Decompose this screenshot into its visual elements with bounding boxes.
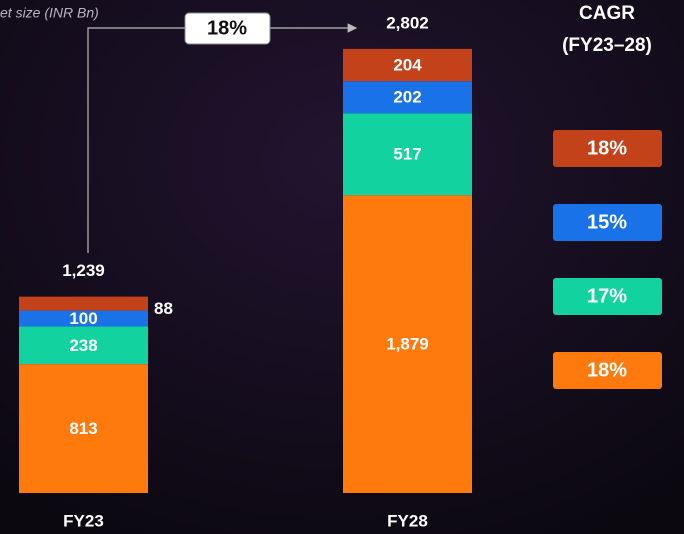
cagr-pill (553, 130, 662, 167)
data-label: 813 (69, 419, 97, 438)
data-label: 238 (69, 336, 97, 355)
total-label: 1,239 (62, 261, 105, 280)
growth-box (184, 12, 271, 45)
bar-segment (343, 113, 472, 196)
bar-segment (19, 326, 148, 365)
cagr-label: 18% (587, 137, 627, 159)
growth-line (87, 27, 185, 253)
cagr-label: 17% (587, 285, 627, 307)
bar-segment (19, 310, 148, 327)
cagr-pill (553, 278, 662, 315)
bar-segment (343, 81, 472, 114)
chart-title: et size (INR Bn) (0, 5, 99, 21)
cagr-label: 15% (587, 211, 627, 233)
growth-label: 18% (207, 17, 247, 39)
data-label: 1,879 (386, 335, 429, 354)
bar-segment (19, 296, 148, 311)
cagr-title: CAGR (579, 3, 635, 24)
cagr-title: (FY23–28) (562, 35, 652, 56)
data-label: 100 (69, 309, 97, 328)
data-label: 204 (393, 56, 422, 75)
data-label: 88 (154, 299, 173, 318)
bar-segment (343, 195, 472, 493)
cagr-label: 18% (587, 359, 627, 381)
data-label: 202 (393, 88, 421, 107)
bar-segment (343, 48, 472, 82)
bar-segment (19, 364, 148, 493)
cagr-pill (553, 352, 662, 389)
x-tick-label: FY23 (63, 511, 104, 530)
data-label: 517 (393, 145, 421, 164)
cagr-pill (553, 204, 662, 241)
x-tick-label: FY28 (387, 511, 428, 530)
total-label: 2,802 (386, 13, 429, 32)
